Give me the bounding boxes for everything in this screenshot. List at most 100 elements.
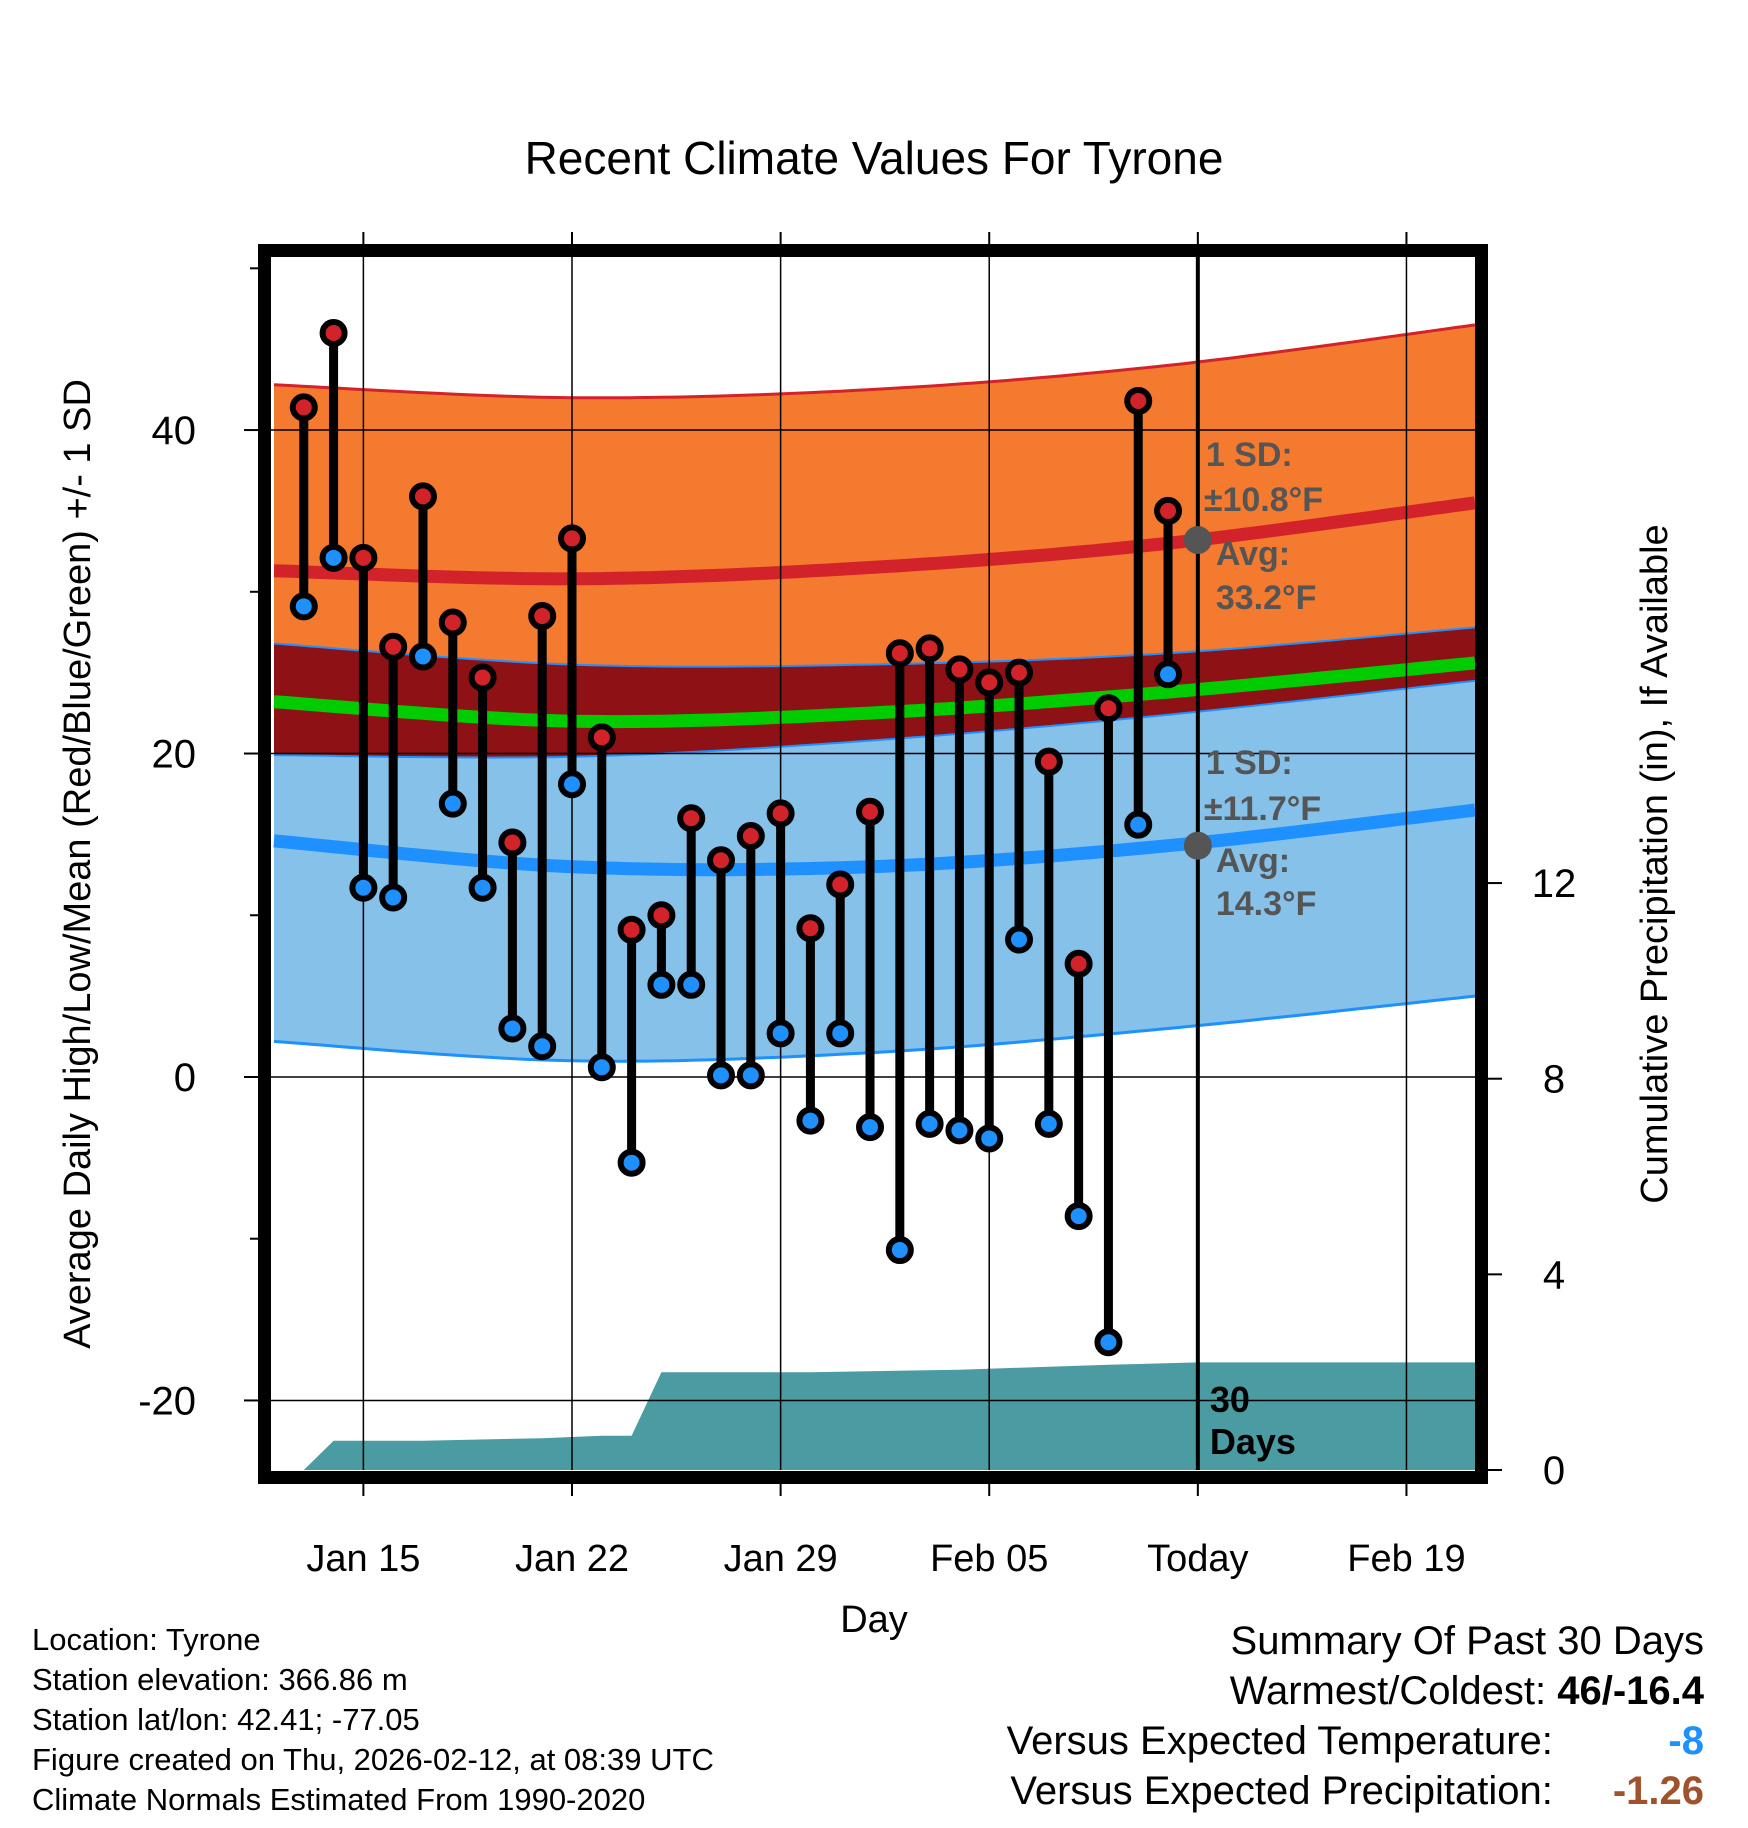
daily-high-point	[945, 655, 974, 684]
daily-low-point	[1005, 925, 1034, 954]
low-upper-edge	[273, 679, 1476, 759]
daily-high-point	[349, 543, 378, 572]
y2-tick-label: 0	[1543, 1449, 1565, 1493]
daily-low-point	[1064, 1202, 1093, 1231]
normal-high-line	[273, 496, 1476, 586]
daily-high-point	[617, 915, 646, 944]
daily-low-point	[915, 1109, 944, 1138]
daily-low-point	[945, 1116, 974, 1145]
precip-label: Versus Expected Precipitation:	[1010, 1769, 1553, 1813]
daily-low-point	[468, 873, 497, 902]
location-text: Location: Tyrone	[32, 1622, 261, 1657]
low-avg-value: 14.3°F	[1216, 885, 1317, 923]
daily-low-point	[408, 642, 437, 671]
daily-high-point	[438, 608, 467, 637]
daily-low-point	[1124, 810, 1153, 839]
high-avg-label: Avg:	[1216, 535, 1290, 573]
daily-high-point	[856, 797, 885, 826]
y2-tick-label: 8	[1543, 1058, 1565, 1102]
daily-high-point	[289, 393, 318, 422]
high-avg-marker	[1183, 526, 1212, 555]
daily-high-point	[408, 482, 437, 511]
daily-high-point	[736, 822, 765, 851]
daily-low-point	[736, 1061, 765, 1090]
latlon-text: Station lat/lon: 42.41; -77.05	[32, 1702, 420, 1737]
plot-frame	[258, 244, 1488, 1484]
daily-low-point	[1094, 1328, 1123, 1357]
x-tick-label: Today	[1147, 1538, 1248, 1580]
x-tick-label: Feb 19	[1347, 1538, 1465, 1580]
daily-high-point	[379, 632, 408, 661]
daily-low-point	[617, 1148, 646, 1177]
daily-low-point	[677, 970, 706, 999]
daily-low-point	[826, 1019, 855, 1048]
normal-mean-line	[273, 656, 1476, 729]
high-upper-line	[273, 323, 1476, 400]
low-sd-value: ±11.7°F	[1204, 790, 1321, 828]
days-label-text: Days	[1210, 1421, 1296, 1462]
daily-low-point	[349, 873, 378, 902]
daily-high-point	[647, 901, 676, 930]
daily-high-point	[468, 663, 497, 692]
y2-axis-label: Cumulative Precipitation (in), If Availa…	[1634, 524, 1676, 1203]
normals-text: Climate Normals Estimated From 1990-2020	[32, 1782, 646, 1817]
station-info: Location: Tyrone Station elevation: 366.…	[32, 1620, 714, 1820]
daily-high-point	[677, 804, 706, 833]
daily-high-point	[587, 723, 616, 752]
warm-cold-label: Warmest/Coldest:	[1229, 1669, 1547, 1713]
summary-warm-cold-row: Warmest/Coldest: 46/-16.4	[1007, 1666, 1704, 1716]
daily-low-point	[379, 883, 408, 912]
daily-high-point	[528, 602, 557, 631]
daily-high-point	[1034, 747, 1063, 776]
daily-low-point	[796, 1106, 825, 1135]
y-tick-label: 40	[152, 409, 197, 453]
daily-high-point	[498, 828, 527, 857]
daily-low-point	[856, 1113, 885, 1142]
daily-low-point	[885, 1236, 914, 1265]
daily-high-point	[1005, 658, 1034, 687]
temp-value: -8	[1668, 1719, 1704, 1763]
daily-low-point	[647, 970, 676, 999]
daily-low-point	[498, 1014, 527, 1043]
high-sd-label: 1 SD:	[1206, 436, 1293, 474]
warm-cold-value: 46/-16.4	[1557, 1669, 1704, 1713]
y-tick-label: 20	[152, 733, 197, 777]
temp-label: Versus Expected Temperature:	[1006, 1719, 1553, 1763]
x-tick-label: Jan 15	[306, 1538, 420, 1580]
days-label-number: 30	[1210, 1379, 1250, 1420]
y-axis-label: Average Daily High/Low/Mean (Red/Blue/Gr…	[57, 379, 99, 1349]
daily-high-point	[975, 668, 1004, 697]
low-sd-label: 1 SD:	[1206, 744, 1293, 782]
high-sd-value: ±10.8°F	[1204, 481, 1323, 519]
daily-low-point	[1154, 660, 1183, 689]
daily-low-point	[707, 1061, 736, 1090]
summary-precip-row: Versus Expected Precipitation: -1.26	[1007, 1766, 1704, 1816]
daily-high-point	[885, 639, 914, 668]
x-tick-label: Feb 05	[930, 1538, 1048, 1580]
summary-temp-row: Versus Expected Temperature: -8	[1007, 1716, 1704, 1766]
high-avg-value: 33.2°F	[1216, 579, 1317, 617]
daily-low-point	[438, 789, 467, 818]
chart-title: Recent Climate Values For Tyrone	[525, 132, 1224, 184]
y2-tick-label: 4	[1543, 1253, 1565, 1297]
daily-high-point	[1154, 496, 1183, 525]
daily-low-point	[528, 1032, 557, 1061]
x-tick-label: Jan 29	[724, 1538, 838, 1580]
daily-high-point	[1064, 949, 1093, 978]
precipitation-area	[274, 1362, 1475, 1470]
daily-high-point	[766, 799, 795, 828]
daily-low-point	[558, 770, 586, 799]
x-tick-label: Jan 22	[515, 1538, 629, 1580]
daily-high-point	[319, 319, 348, 348]
daily-low-point	[975, 1124, 1004, 1153]
created-text: Figure created on Thu, 2026-02-12, at 08…	[32, 1742, 714, 1777]
y2-tick-label: 12	[1532, 862, 1577, 906]
daily-low-point	[319, 543, 348, 572]
daily-high-point	[915, 634, 944, 663]
daily-high-point	[826, 870, 855, 899]
daily-high-point	[1094, 694, 1123, 723]
daily-low-point	[289, 592, 318, 621]
low-avg-label: Avg:	[1216, 842, 1290, 880]
low-avg-marker	[1183, 831, 1212, 860]
y-tick-label: 0	[174, 1056, 196, 1100]
